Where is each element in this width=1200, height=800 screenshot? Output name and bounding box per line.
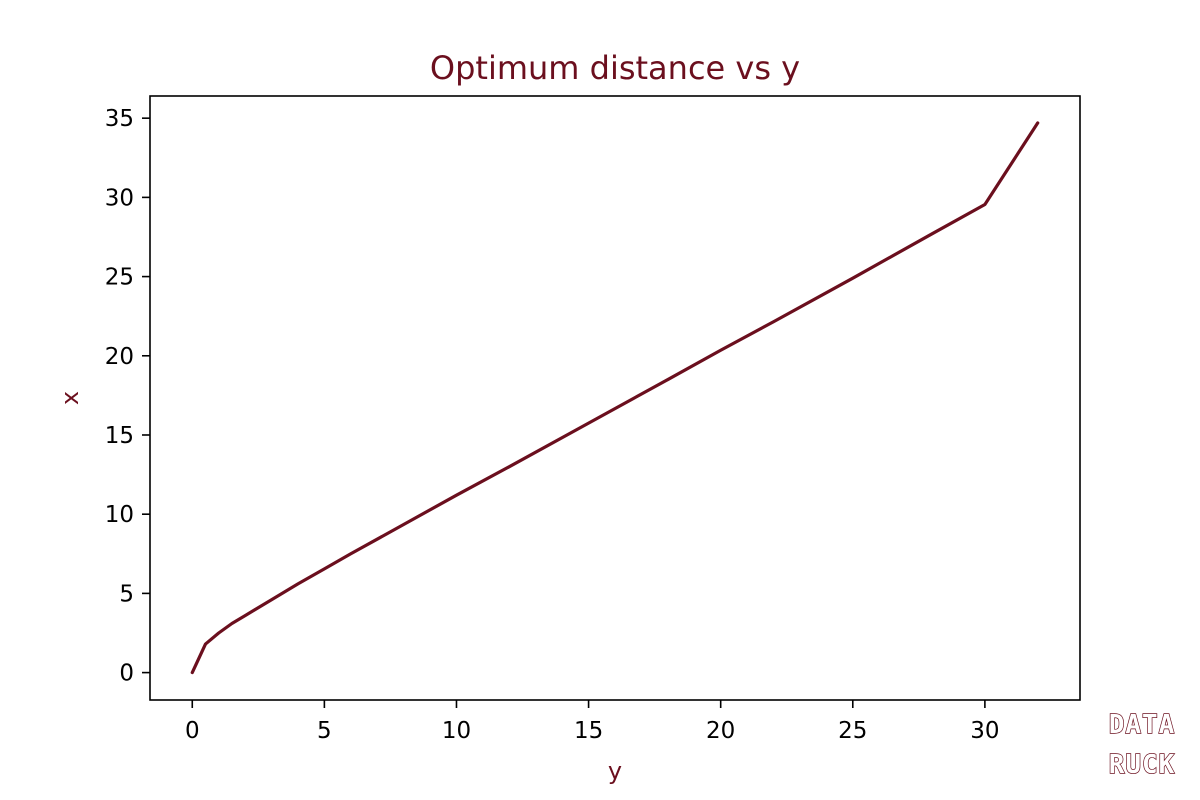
plot-frame [149,95,1081,701]
x-tick-label: 0 [185,718,200,744]
x-axis-ticks: 0 5 10 15 20 25 30 [185,700,1000,744]
y-tick-label: 35 [105,106,134,132]
y-tick-label: 30 [105,185,134,211]
y-tick-label: 0 [119,661,134,687]
x-tick-label: 25 [838,718,867,744]
x-tick-label: 5 [317,718,332,744]
y-tick-label: 5 [119,581,134,607]
x-tick-label: 20 [706,718,735,744]
y-axis-ticks: 0 5 10 15 20 25 30 35 [105,106,150,687]
watermark-line-2: RUCK [1109,750,1176,780]
y-axis-label: x [56,391,84,405]
x-axis-label: y [608,757,622,785]
x-tick-label: 15 [574,718,603,744]
x-tick-label: 10 [442,718,471,744]
y-tick-label: 25 [105,265,134,291]
x-tick-label: 30 [970,718,999,744]
y-tick-label: 10 [105,502,134,528]
y-tick-label: 20 [105,344,134,370]
watermark-logo: DATA RUCK [1108,709,1176,780]
series-line [190,121,1040,675]
plot-area [149,95,1081,701]
chart-title: Optimum distance vs y [430,49,800,87]
watermark-line-1: DATA [1109,710,1176,740]
y-tick-label: 15 [105,423,134,449]
